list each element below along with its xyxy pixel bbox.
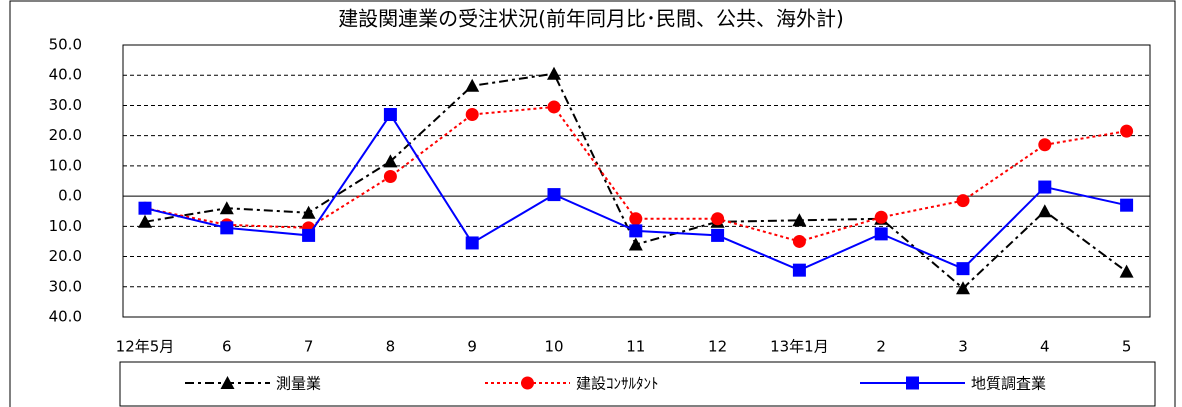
x-tick-label: 11 bbox=[626, 338, 645, 356]
x-tick-label: 12年5月 bbox=[116, 338, 175, 356]
point bbox=[1119, 264, 1134, 278]
point bbox=[383, 169, 397, 183]
legend-marker bbox=[906, 376, 919, 390]
point bbox=[792, 263, 806, 277]
point bbox=[628, 237, 643, 251]
y-tick-label: 10.0 bbox=[49, 156, 82, 174]
point bbox=[956, 281, 970, 295]
point bbox=[874, 227, 888, 241]
point bbox=[711, 212, 725, 226]
point bbox=[1038, 138, 1052, 152]
x-tick-label: 12 bbox=[708, 338, 727, 356]
frame bbox=[9, 0, 1176, 407]
y-tick-label: 20.0 bbox=[49, 126, 82, 144]
point bbox=[547, 100, 561, 114]
legend bbox=[119, 361, 1156, 407]
x-tick-label: 2 bbox=[876, 338, 886, 356]
point bbox=[383, 108, 397, 122]
point bbox=[874, 210, 888, 224]
point bbox=[465, 78, 480, 92]
point bbox=[547, 188, 561, 202]
point bbox=[220, 221, 234, 235]
y-tick-label: 30.0 bbox=[49, 96, 82, 114]
point bbox=[301, 205, 316, 219]
legend-label: 測量業 bbox=[276, 375, 321, 393]
x-tick-label: 5 bbox=[1122, 338, 1132, 356]
x-tick-label: 3 bbox=[958, 338, 968, 356]
point bbox=[711, 228, 725, 242]
point bbox=[956, 262, 970, 276]
point bbox=[138, 214, 152, 228]
point bbox=[465, 108, 479, 122]
y-tick-label: 40.0 bbox=[49, 308, 82, 326]
y-tick-label: 40.0 bbox=[49, 66, 82, 84]
y-tick-label: 30.0 bbox=[49, 277, 82, 295]
chart-title: 建設関連業の受注状況(前年同月比･民間、公共、海外計) bbox=[338, 7, 844, 31]
point bbox=[302, 228, 316, 242]
point bbox=[956, 194, 970, 208]
point bbox=[1120, 124, 1134, 138]
point bbox=[629, 212, 643, 226]
y-tick-label: 0.0 bbox=[58, 187, 82, 205]
y-tick-label: 20.0 bbox=[49, 247, 82, 265]
point bbox=[1037, 204, 1052, 218]
point bbox=[792, 234, 806, 248]
point bbox=[219, 201, 234, 215]
x-tick-label: 7 bbox=[304, 338, 314, 356]
y-tick-label: 10.0 bbox=[49, 217, 82, 235]
plot-area bbox=[122, 44, 1151, 318]
legend-marker bbox=[521, 376, 534, 390]
x-tick-label: 13年1月 bbox=[770, 338, 829, 356]
y-tick-label: 50.0 bbox=[49, 36, 82, 54]
point bbox=[547, 66, 561, 80]
point bbox=[383, 154, 398, 168]
point bbox=[138, 201, 152, 215]
x-tick-label: 9 bbox=[467, 338, 477, 356]
x-tick-label: 4 bbox=[1040, 338, 1050, 356]
legend-label: 建設ｺﾝｻﾙﾀﾝﾄ bbox=[576, 375, 659, 393]
x-tick-label: 10 bbox=[544, 338, 563, 356]
point bbox=[1120, 198, 1134, 212]
point bbox=[629, 224, 643, 238]
x-tick-label: 8 bbox=[386, 338, 396, 356]
point bbox=[1038, 180, 1052, 194]
x-tick-label: 6 bbox=[222, 338, 232, 356]
point bbox=[792, 213, 807, 227]
legend-marker bbox=[220, 376, 235, 389]
legend-label: 地質調査業 bbox=[971, 375, 1046, 393]
point bbox=[465, 236, 479, 250]
